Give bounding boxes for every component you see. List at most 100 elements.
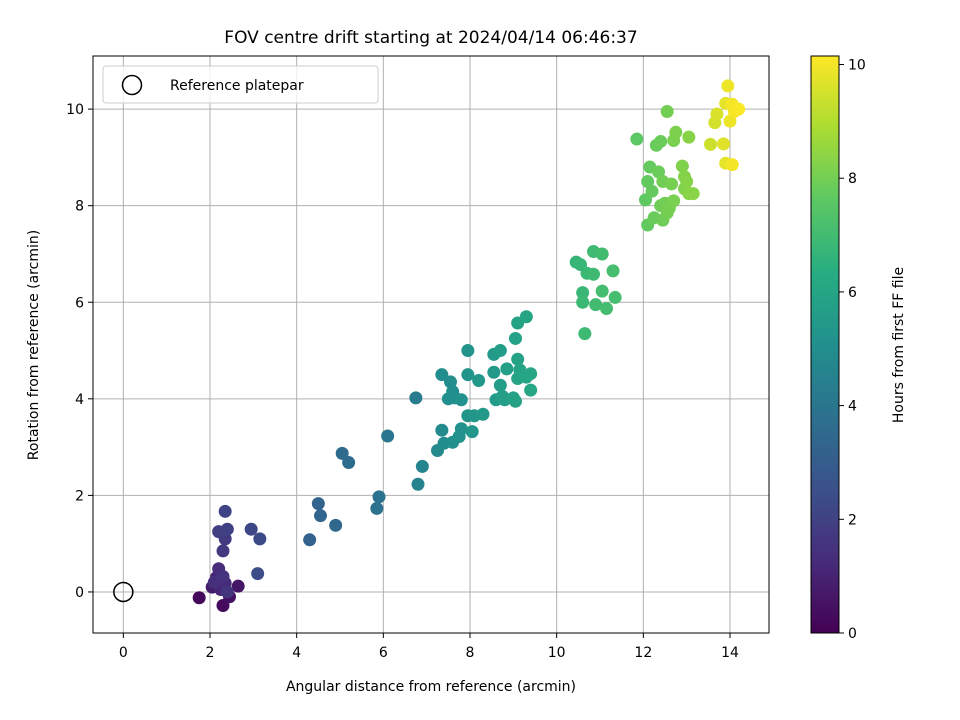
data-point [667,194,681,208]
x-tick-label: 14 [721,645,739,661]
data-point [524,383,538,397]
colorbar: 0 2 4 6 8 10 Hours from first FF file [810,55,907,642]
data-point [645,184,659,198]
data-point [220,522,234,536]
colorbar-tick-label: 6 [848,285,857,301]
data-point [682,130,696,144]
colorbar-tick-label: 4 [848,399,857,415]
data-point [314,509,327,523]
data-point [608,290,622,304]
colorbar-tick-label: 0 [848,626,857,642]
data-point [370,501,384,515]
data-point [372,490,386,504]
data-point [493,378,507,392]
data-point [381,429,395,443]
data-point [465,425,479,439]
data-point [216,544,230,558]
colorbar-gradient [810,55,840,634]
data-point [710,107,724,121]
y-axis-label: Rotation from reference (arcmin) [26,230,42,460]
data-point [717,137,730,151]
data-point [487,365,501,379]
data-point [493,344,507,358]
data-point [578,327,592,341]
data-point [660,105,674,119]
data-point [329,518,343,532]
data-point [409,391,423,405]
y-tick-label: 0 [75,585,84,601]
data-point [725,158,739,172]
data-point [335,446,349,460]
x-tick-label: 4 [292,645,301,661]
data-point [686,187,700,201]
reference-platepar-marker [113,581,134,603]
data-point [524,367,538,381]
colorbar-tick-label: 2 [848,512,857,528]
data-point [589,298,603,312]
colorbar-tick-label: 8 [848,171,857,187]
data-point [675,159,689,173]
data-point [472,373,486,387]
data-point [600,302,613,316]
data-point [500,362,514,376]
data-point [192,591,206,605]
x-tick-label: 10 [548,645,566,661]
y-tick-label: 10 [66,102,84,118]
data-point [665,177,678,191]
x-tick-label: 12 [634,645,652,661]
data-point [461,344,475,358]
data-point [732,102,746,116]
data-point [454,422,468,436]
data-point [511,352,525,366]
data-point [476,407,490,421]
legend-marker [121,74,143,96]
data-point [509,394,522,408]
data-point [411,477,425,491]
data-point [216,570,230,584]
y-axis-ticks: 0 2 4 6 8 10 [66,102,93,601]
legend: Reference platepar [102,65,379,104]
colorbar-ticks: 0 2 4 6 8 10 [839,58,866,642]
data-point [576,295,590,309]
data-point [595,284,609,298]
x-axis-ticks: 0 2 4 6 8 10 12 14 [119,633,739,661]
x-tick-label: 0 [119,645,128,661]
data-point [415,459,429,473]
data-point [231,579,245,593]
colorbar-label: Hours from first FF file [891,267,907,423]
data-point [435,368,449,382]
data-point [454,393,468,407]
y-tick-label: 6 [75,295,84,311]
data-point [721,79,735,93]
x-axis-label: Angular distance from reference (arcmin) [286,679,576,695]
data-point [704,137,717,151]
plot-frame [92,55,770,634]
data-point [461,368,475,382]
data-point [253,532,267,546]
data-point [303,533,317,547]
data-point [630,132,644,146]
data-point [680,175,694,189]
colorbar-tick-label: 10 [848,58,866,74]
data-point [218,504,232,518]
y-tick-label: 8 [75,199,84,215]
data-point [595,247,609,261]
data-point [669,125,683,139]
x-tick-label: 2 [206,645,215,661]
y-tick-label: 4 [75,392,84,408]
data-point [244,522,258,536]
x-tick-label: 8 [466,645,475,661]
data-point [311,497,325,511]
data-point [606,264,620,278]
data-point [220,585,234,599]
y-tick-label: 2 [75,488,84,504]
data-point [251,567,265,581]
legend-entry: Reference platepar [170,78,304,94]
data-point [435,423,449,437]
data-point [519,310,533,324]
chart-title: FOV centre drift starting at 2024/04/14 … [224,28,637,48]
data-points [192,79,746,612]
data-point [342,456,356,470]
data-point [509,331,522,345]
